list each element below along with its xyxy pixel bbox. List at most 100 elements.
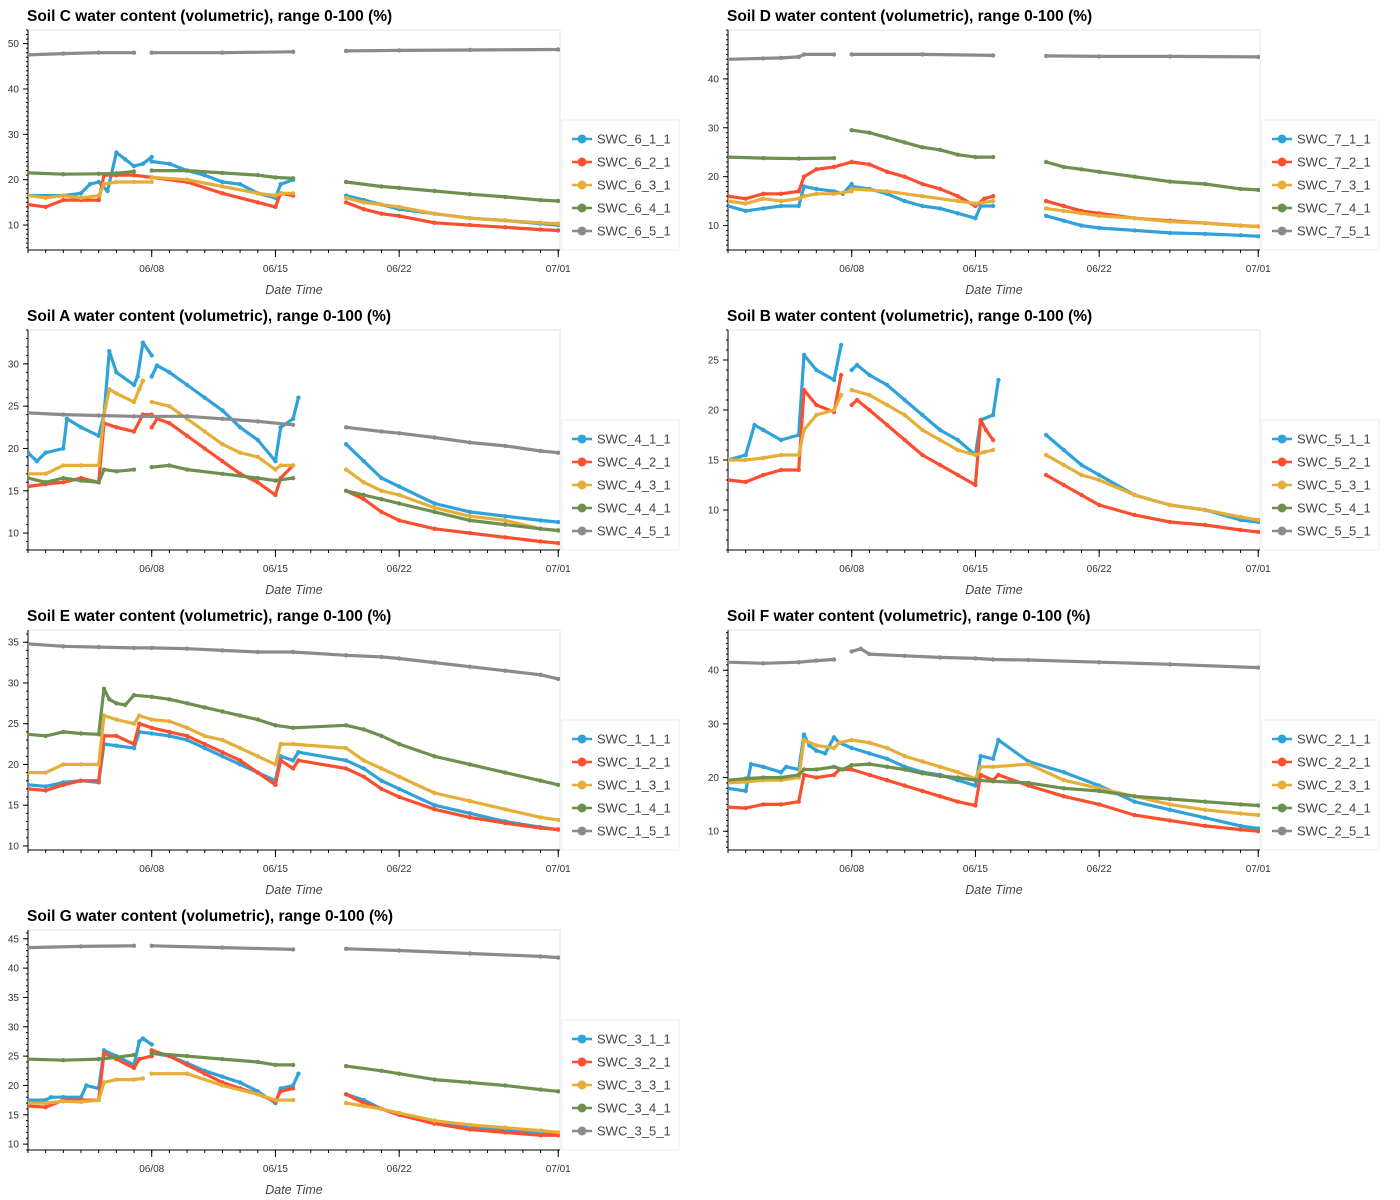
- data-point: [137, 1056, 142, 1062]
- y-tick-label: 15: [8, 1110, 20, 1121]
- data-point: [167, 420, 172, 426]
- data-point: [503, 194, 508, 200]
- data-point: [273, 467, 278, 472]
- data-point: [397, 656, 402, 661]
- legend-label: SWC_2_4_1: [1297, 801, 1371, 816]
- data-point: [137, 713, 142, 718]
- legend-item[interactable]: SWC_5_5_1: [1272, 524, 1371, 539]
- data-point: [149, 425, 154, 430]
- data-point: [955, 194, 960, 199]
- data-point: [96, 171, 101, 176]
- legend-item[interactable]: SWC_2_3_1: [1272, 778, 1371, 793]
- legend-item[interactable]: SWC_3_5_1: [572, 1124, 671, 1139]
- legend-item[interactable]: SWC_6_4_1: [572, 201, 671, 216]
- legend-item[interactable]: SWC_5_2_1: [1272, 455, 1371, 470]
- data-point: [397, 1110, 402, 1116]
- x-axis-label: Date Time: [265, 1183, 323, 1197]
- legend-item[interactable]: SWC_1_3_1: [572, 778, 671, 793]
- data-point: [796, 196, 801, 201]
- data-point: [1026, 780, 1031, 786]
- data-point: [902, 767, 907, 772]
- legend-item[interactable]: SWC_6_3_1: [572, 178, 671, 193]
- legend-swatch-marker: [1277, 157, 1287, 167]
- data-point: [28, 52, 31, 58]
- legend-item[interactable]: SWC_6_2_1: [572, 155, 671, 170]
- legend-item[interactable]: SWC_3_4_1: [572, 1101, 671, 1116]
- legend-item[interactable]: SWC_3_3_1: [572, 1078, 671, 1093]
- data-point: [123, 157, 128, 162]
- legend-item[interactable]: SWC_1_4_1: [572, 801, 671, 816]
- legend-item[interactable]: SWC_6_5_1: [572, 224, 671, 239]
- data-point: [432, 1077, 437, 1082]
- legend-item[interactable]: SWC_7_4_1: [1272, 201, 1371, 216]
- x-tick-label: 06/22: [1087, 264, 1112, 275]
- legend-item[interactable]: SWC_2_5_1: [1272, 824, 1371, 839]
- series-line-swc-6-3-1: [28, 175, 560, 226]
- x-tick-label: 06/15: [963, 564, 988, 575]
- data-point: [255, 649, 260, 655]
- legend-swatch-marker: [577, 757, 587, 767]
- legend: SWC_5_1_1 SWC_5_2_1 SWC_5_3_1 SWC_5_4_1 SWC_…: [1261, 419, 1380, 551]
- data-point: [1238, 802, 1243, 807]
- data-point: [743, 196, 748, 201]
- legend-item[interactable]: SWC_2_2_1: [1272, 755, 1371, 770]
- data-point: [796, 799, 801, 804]
- legend-label: SWC_5_4_1: [1297, 501, 1371, 516]
- data-point: [854, 397, 860, 403]
- data-point: [955, 770, 960, 775]
- y-tick-label: 10: [708, 827, 720, 838]
- data-point: [920, 452, 925, 458]
- legend-swatch-marker: [1277, 434, 1287, 444]
- data-point: [131, 179, 137, 185]
- legend-item[interactable]: SWC_6_1_1: [572, 132, 671, 147]
- legend-item[interactable]: SWC_7_3_1: [1272, 178, 1371, 193]
- data-point: [278, 182, 283, 187]
- data-point: [1167, 807, 1173, 812]
- legend-item[interactable]: SWC_4_3_1: [572, 478, 671, 493]
- chart-panel-soil-c: Soil C water content (volumetric), range…: [0, 0, 700, 300]
- legend-item[interactable]: SWC_1_2_1: [572, 755, 671, 770]
- data-point: [1167, 662, 1173, 667]
- legend-item[interactable]: SWC_5_4_1: [1272, 501, 1371, 516]
- data-point: [1167, 519, 1173, 525]
- legend-item[interactable]: SWC_3_1_1: [572, 1032, 671, 1047]
- legend-item[interactable]: SWC_5_1_1: [1272, 432, 1371, 447]
- data-point: [361, 200, 366, 205]
- data-point: [78, 463, 84, 468]
- y-tick-label: 40: [708, 666, 720, 677]
- data-point: [167, 463, 172, 468]
- data-point: [884, 745, 890, 751]
- chart-title: Soil C water content (volumetric), range…: [27, 8, 392, 25]
- data-point: [64, 416, 70, 421]
- legend-swatch-marker: [1277, 480, 1287, 490]
- data-point: [220, 471, 225, 476]
- legend-item[interactable]: SWC_4_4_1: [572, 501, 671, 516]
- data-point: [278, 191, 283, 196]
- data-point: [149, 943, 154, 948]
- legend-item[interactable]: SWC_1_1_1: [572, 732, 671, 747]
- y-tick-label: 10: [708, 506, 720, 517]
- legend-label: SWC_6_5_1: [597, 224, 671, 239]
- data-point: [290, 1097, 296, 1103]
- data-point: [752, 422, 757, 428]
- x-axis-label: Date Time: [265, 583, 323, 597]
- legend-item[interactable]: SWC_4_2_1: [572, 455, 671, 470]
- data-point: [137, 387, 142, 392]
- legend-item[interactable]: SWC_3_2_1: [572, 1055, 671, 1070]
- legend-item[interactable]: SWC_5_3_1: [1272, 478, 1371, 493]
- legend-item[interactable]: SWC_7_2_1: [1272, 155, 1371, 170]
- series-line-swc-5-2-1: [728, 373, 1260, 534]
- data-point: [397, 1071, 402, 1076]
- data-point: [96, 179, 101, 185]
- data-point: [61, 193, 66, 198]
- legend-item[interactable]: SWC_4_1_1: [572, 432, 671, 447]
- legend-item[interactable]: SWC_1_5_1: [572, 824, 671, 839]
- legend-item[interactable]: SWC_7_1_1: [1272, 132, 1371, 147]
- legend-item[interactable]: SWC_2_4_1: [1272, 801, 1371, 816]
- legend-item[interactable]: SWC_4_5_1: [572, 524, 671, 539]
- data-point: [467, 762, 473, 767]
- legend-item[interactable]: SWC_2_1_1: [1272, 732, 1371, 747]
- legend-item[interactable]: SWC_7_5_1: [1272, 224, 1371, 239]
- data-point: [114, 701, 119, 706]
- data-point: [43, 195, 48, 200]
